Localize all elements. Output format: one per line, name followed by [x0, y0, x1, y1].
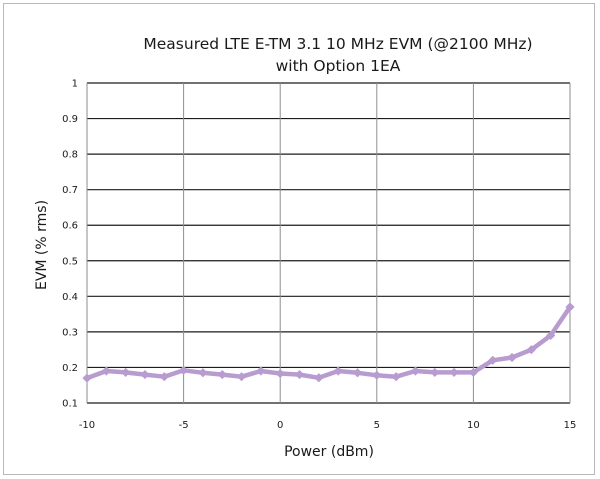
data-point — [507, 352, 517, 363]
data-point — [121, 367, 131, 378]
data-point — [236, 372, 247, 382]
data-point — [256, 366, 266, 376]
data-point — [294, 369, 305, 380]
data-point — [410, 366, 421, 376]
data-point — [526, 345, 536, 355]
data-point — [179, 365, 189, 375]
x-tick-label: -5 — [179, 420, 189, 431]
y-tick-label: 1 — [72, 79, 78, 90]
x-tick-label: -10 — [79, 420, 95, 431]
data-point — [198, 368, 208, 378]
x-tick-label: 0 — [277, 420, 283, 431]
y-tick-label: 0.1 — [62, 399, 78, 410]
tick-label-layer: 0.1 0.2 0.3 0.4 0.5 0.6 0.7 0.8 0.9 1 -10 -5 0 5 10 15 — [62, 79, 576, 432]
data-point — [217, 369, 227, 380]
chart-title-line-2: with Option 1EA — [276, 57, 401, 75]
data-point — [140, 369, 150, 380]
y-axis-label: EVM (% rms) — [34, 200, 50, 290]
data-point — [391, 372, 401, 382]
y-tick-label: 0.6 — [62, 221, 78, 232]
chart-frame: Measured LTE E-TM 3.1 10 MHz EVM (@2100 … — [3, 3, 595, 475]
y-tick-label: 0.4 — [62, 292, 78, 303]
y-tick-label: 0.9 — [62, 114, 78, 125]
data-point — [352, 368, 363, 378]
data-point — [449, 367, 459, 378]
y-tick-label: 0.8 — [62, 150, 78, 161]
y-tick-label: 0.2 — [62, 363, 78, 374]
data-point — [159, 372, 169, 382]
series-layer — [82, 302, 575, 383]
y-tick-label: 0.5 — [62, 256, 78, 267]
data-point — [101, 366, 111, 376]
data-point — [333, 366, 343, 376]
y-tick-label: 0.3 — [62, 327, 78, 338]
data-point — [314, 373, 324, 383]
y-tick-label: 0.7 — [62, 185, 78, 196]
data-point — [565, 302, 575, 312]
grid-layer — [86, 82, 571, 404]
x-tick-label: 5 — [374, 420, 380, 431]
x-tick-label: 15 — [564, 420, 577, 431]
chart-svg: Measured LTE E-TM 3.1 10 MHz EVM (@2100 … — [34, 35, 576, 460]
x-tick-label: 10 — [467, 420, 480, 431]
data-point — [372, 370, 382, 380]
chart-title-line-1: Measured LTE E-TM 3.1 10 MHz EVM (@2100 … — [143, 35, 532, 53]
data-point — [430, 367, 440, 378]
data-point — [82, 373, 92, 383]
data-point — [488, 355, 498, 365]
x-axis-label: Power (dBm) — [284, 444, 374, 460]
data-point — [546, 330, 556, 341]
data-point — [275, 368, 285, 379]
data-point — [468, 367, 478, 378]
